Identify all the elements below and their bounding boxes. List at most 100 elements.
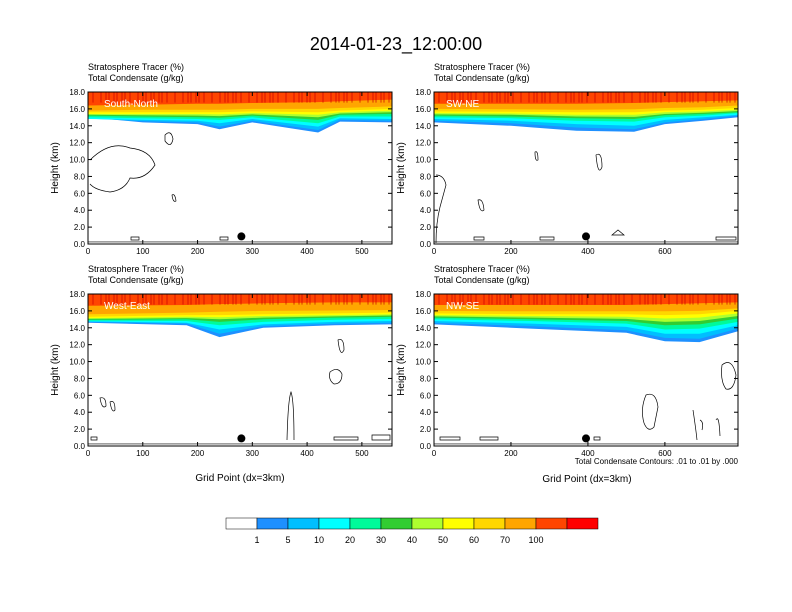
condensate-contour: [539, 236, 555, 241]
panel-subtitle-condensate: Total Condensate (g/kg): [434, 73, 530, 83]
location-marker: [582, 232, 590, 241]
panel-name-label: South-North: [104, 99, 158, 110]
tracer-band-l100: [434, 92, 738, 104]
y-tick-label: 8.0: [74, 374, 86, 383]
condensate-contour: [130, 236, 140, 241]
colorbar-label: 10: [314, 535, 324, 545]
condensate-contour: [439, 436, 461, 441]
y-tick-label: 14.0: [69, 324, 85, 333]
y-tick-label: 4.0: [74, 408, 86, 417]
x-tick-label: 500: [355, 449, 369, 458]
y-tick-label: 0.0: [420, 442, 432, 451]
y-tick-label: 4.0: [420, 408, 432, 417]
colorbar-swatch: [535, 517, 568, 530]
condensate-contour: [371, 434, 391, 441]
colorbar-swatch: [442, 517, 475, 530]
colorbar-label: 20: [345, 535, 355, 545]
condensate-contour: [721, 362, 737, 390]
condensate-contour: [333, 436, 359, 441]
x-tick-label: 400: [300, 449, 314, 458]
colorbar-label: 1: [254, 535, 259, 545]
y-tick-label: 8.0: [74, 172, 86, 181]
condensate-contour: [219, 236, 229, 241]
figure-title: 2014-01-23_12:00:00: [310, 34, 482, 55]
y-tick-label: 6.0: [74, 189, 86, 198]
y-tick-label: 0.0: [74, 442, 86, 451]
y-tick-label: 16.0: [69, 307, 85, 316]
condensate-contour: [699, 419, 704, 431]
x-tick-label: 300: [246, 247, 260, 256]
y-tick-label: 18.0: [415, 88, 431, 97]
panel-subtitle-condensate: Total Condensate (g/kg): [434, 275, 530, 285]
y-tick-label: 0.0: [420, 240, 432, 249]
colorbar-label: 70: [500, 535, 510, 545]
y-tick-label: 12.0: [415, 139, 431, 148]
condensate-contour: [89, 145, 156, 193]
condensate-contour: [435, 174, 447, 244]
y-tick-label: 14.0: [415, 122, 431, 131]
tracer-band-l100: [88, 92, 392, 106]
y-tick-label: 18.0: [415, 290, 431, 299]
condensate-contour: [477, 199, 485, 212]
y-tick-label: 8.0: [420, 172, 432, 181]
x-tick-label: 400: [581, 449, 595, 458]
colorbar-swatch: [411, 517, 444, 530]
condensate-contour: [171, 194, 177, 202]
condensate-contour: [109, 401, 116, 412]
x-tick-label: 200: [504, 449, 518, 458]
x-axis-label-left: Grid Point (dx=3km): [195, 473, 284, 484]
y-tick-label: 10.0: [415, 156, 431, 165]
colorbar-swatch: [504, 517, 537, 530]
plot-frame: [87, 91, 393, 245]
tracer-band-l100: [434, 294, 738, 305]
x-tick-label: 200: [504, 247, 518, 256]
colorbar-swatch: [318, 517, 351, 530]
panel-subtitle-tracer: Stratosphere Tracer (%): [88, 62, 184, 72]
location-marker: [237, 434, 246, 443]
y-tick-label: 2.0: [420, 425, 432, 434]
y-tick-label: 16.0: [69, 105, 85, 114]
condensate-contour: [715, 236, 737, 241]
y-tick-label: 2.0: [74, 223, 86, 232]
panel-nw-se: Stratosphere Tracer (%)Total Condensate …: [396, 264, 739, 458]
y-axis-label: Height (km): [396, 344, 407, 396]
y-tick-label: 16.0: [415, 105, 431, 114]
y-tick-label: 6.0: [420, 391, 432, 400]
x-tick-label: 0: [86, 247, 91, 256]
condensate-contour: [715, 418, 721, 437]
x-tick-label: 100: [136, 247, 150, 256]
y-tick-label: 12.0: [69, 341, 85, 350]
y-axis-label: Height (km): [396, 142, 407, 194]
x-tick-label: 100: [136, 449, 150, 458]
panel-south-north: Stratosphere Tracer (%)Total Condensate …: [50, 62, 393, 256]
y-axis-label: Height (km): [50, 142, 61, 194]
condensate-contour: [286, 391, 295, 441]
x-tick-label: 400: [581, 247, 595, 256]
y-tick-label: 10.0: [69, 358, 85, 367]
plot-frame: [433, 293, 739, 447]
y-tick-label: 16.0: [415, 307, 431, 316]
y-tick-label: 10.0: [415, 358, 431, 367]
colorbar-swatch: [473, 517, 506, 530]
colorbar-swatch: [287, 517, 320, 530]
x-tick-label: 0: [432, 247, 437, 256]
location-marker: [237, 232, 246, 241]
x-tick-label: 400: [300, 247, 314, 256]
y-tick-label: 2.0: [74, 425, 86, 434]
colorbar-swatch: [349, 517, 382, 530]
x-tick-label: 300: [246, 449, 260, 458]
condensate-contour: [99, 397, 107, 408]
condensate-contour: [595, 153, 603, 171]
condensate-contour: [534, 151, 539, 161]
y-tick-label: 8.0: [420, 374, 432, 383]
condensate-contour: [90, 436, 98, 441]
y-tick-label: 12.0: [69, 139, 85, 148]
y-tick-label: 0.0: [74, 240, 86, 249]
panel-subtitle-condensate: Total Condensate (g/kg): [88, 73, 184, 83]
tracer-field: [434, 92, 738, 132]
y-tick-label: 14.0: [415, 324, 431, 333]
condensate-contour: [611, 229, 625, 236]
panel-name-label: SW-NE: [446, 99, 479, 110]
colorbar-swatch: [380, 517, 413, 530]
